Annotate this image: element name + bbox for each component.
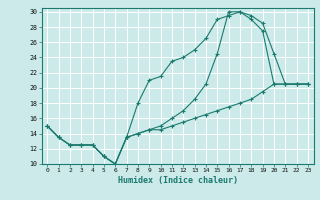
- X-axis label: Humidex (Indice chaleur): Humidex (Indice chaleur): [118, 176, 237, 185]
